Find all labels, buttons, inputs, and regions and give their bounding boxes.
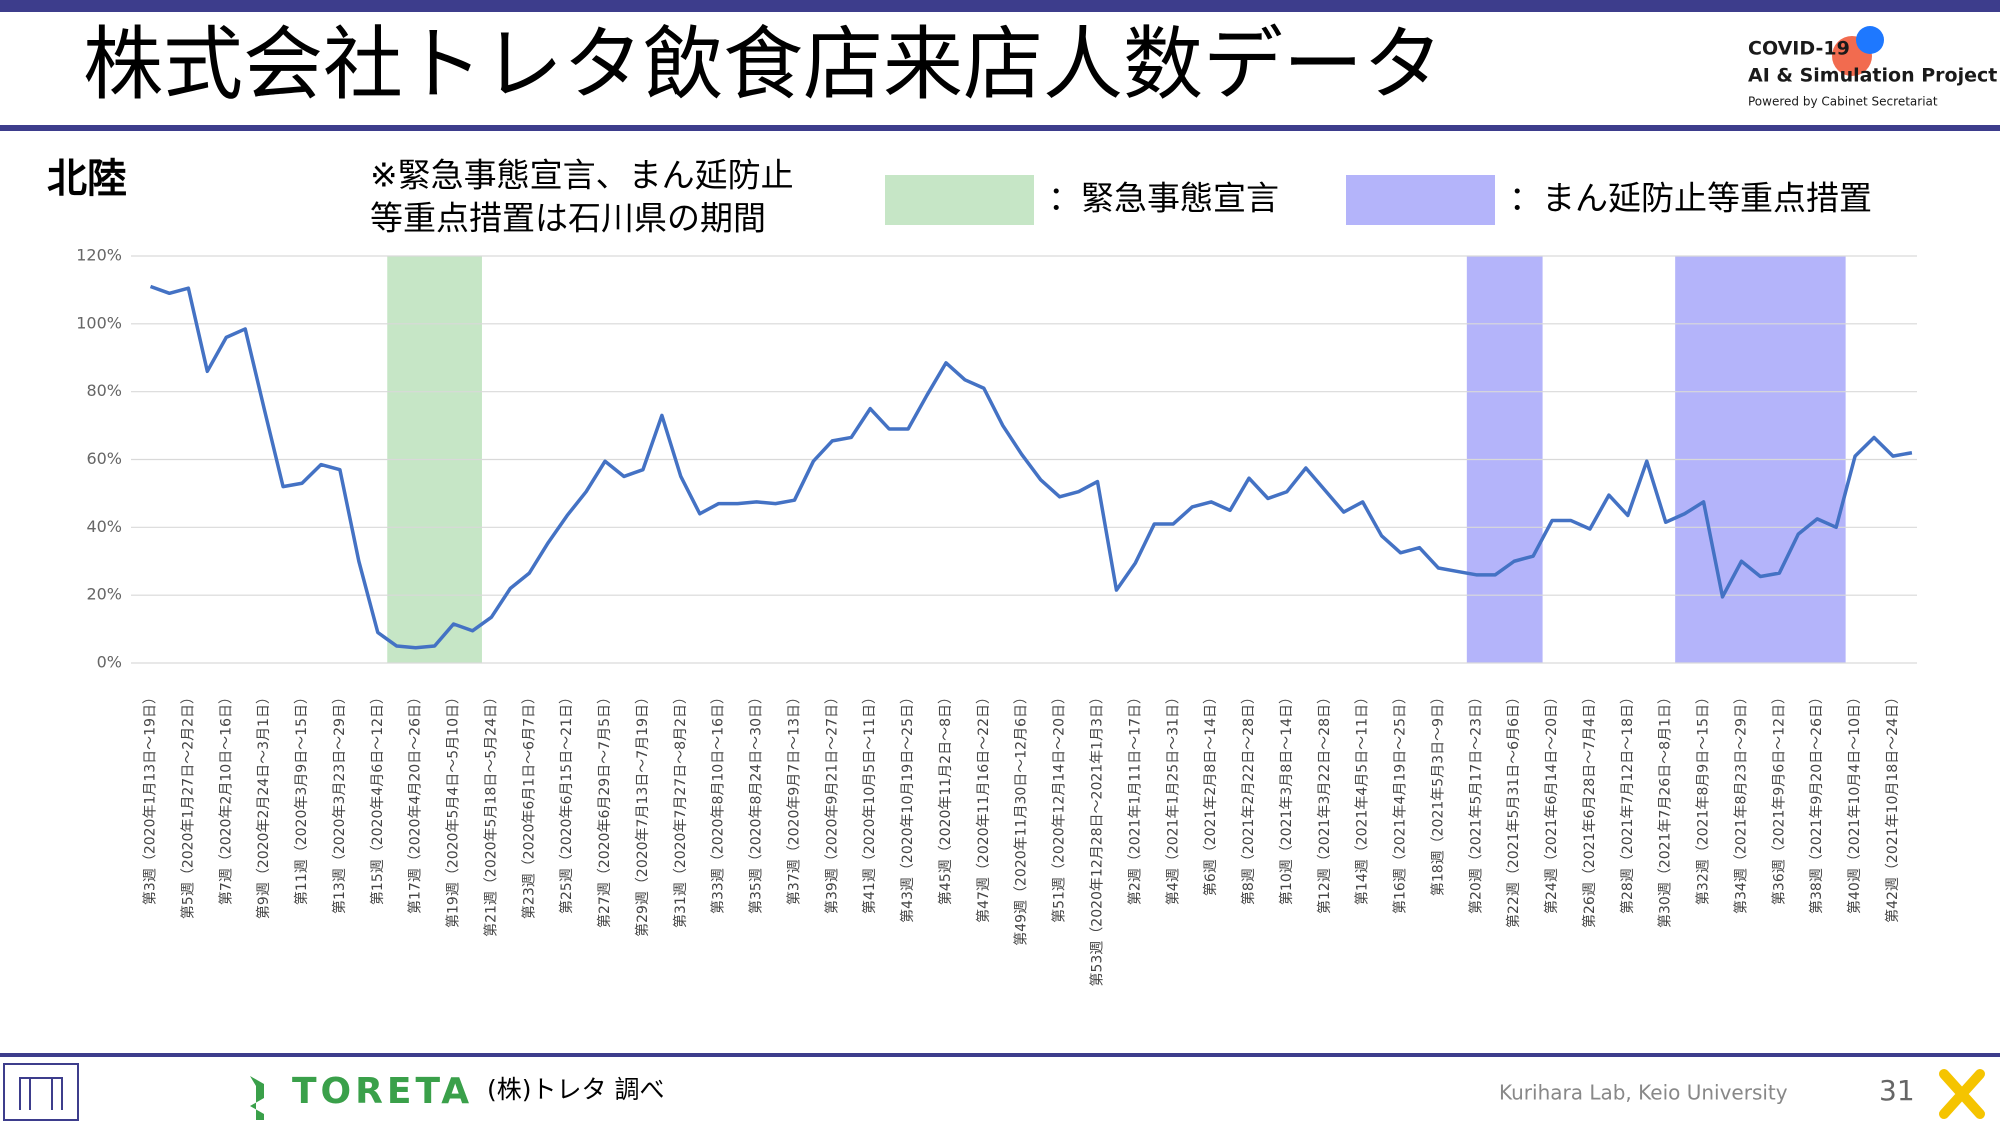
x-tick-label: 第5週（2020年1月27日～2月2日） bbox=[179, 690, 196, 919]
y-tick-label: 80% bbox=[86, 381, 122, 400]
x-tick-label: 第36週（2021年9月6日～12日） bbox=[1770, 690, 1787, 905]
x-tick-label: 第6週（2021年2月8日～14日） bbox=[1202, 690, 1219, 896]
x-tick-label: 第2週（2021年1月11日～17日） bbox=[1126, 690, 1143, 905]
x-tick-label: 第13週（2020年3月23日～29日） bbox=[331, 690, 348, 914]
logo-subtext: Powered by Cabinet Secretariat bbox=[1748, 95, 1938, 109]
lab-logo-mark bbox=[19, 1077, 63, 1110]
footer-rule bbox=[0, 1053, 2000, 1057]
data-line bbox=[149, 284, 1913, 650]
x-tick-label: 第11週（2020年3月9日～15日） bbox=[293, 690, 310, 905]
x-tick-label: 第38週（2021年9月20日～26日） bbox=[1808, 690, 1825, 914]
x-tick-label: 第33週（2020年8月10日～16日） bbox=[710, 690, 727, 914]
note: 等重点措置は石川県の期間 bbox=[370, 199, 766, 238]
legend-swatch bbox=[885, 175, 1034, 225]
brand-name: TORETA bbox=[292, 1071, 473, 1112]
x-tick-label: 第16週（2021年4月19日～25日） bbox=[1392, 690, 1409, 914]
x-tick-label: 第20週（2021年5月17日～23日） bbox=[1467, 690, 1484, 914]
logo-dot bbox=[1856, 26, 1884, 54]
lab-logo bbox=[3, 1063, 79, 1121]
legend-label: ：まん延防止等重点措置 bbox=[1509, 179, 1872, 218]
y-tick-label: 100% bbox=[76, 313, 122, 332]
x-tick-label: 第15週（2020年4月6日～12日） bbox=[369, 690, 386, 905]
x-tick-label: 第19週（2020年5月4日～5月10日） bbox=[445, 690, 462, 928]
x-tick-label: 第39週（2020年9月21日～27日） bbox=[823, 690, 840, 914]
legend-swatch bbox=[1346, 175, 1495, 225]
x-tick-label: 第37週（2020年9月7日～13日） bbox=[785, 690, 802, 905]
x-tick-label: 第17週（2020年4月20日～26日） bbox=[407, 690, 424, 914]
x-tick-label: 第14週（2021年4月5日～11日） bbox=[1354, 690, 1371, 905]
source: (株)トレタ 調べ bbox=[487, 1075, 664, 1104]
x-tick-label: 第26週（2021年6月28日～7月4日） bbox=[1581, 690, 1598, 928]
x-tick-label: 第31週（2020年7月27日～8月2日） bbox=[672, 690, 689, 928]
x-tick-label: 第42週（2021年10月18日～24日） bbox=[1884, 690, 1901, 923]
x-tick-label: 第32週（2021年8月9日～15日） bbox=[1695, 690, 1712, 905]
x-tick-label: 第34週（2021年8月23日～29日） bbox=[1732, 690, 1749, 914]
x-tick-label: 第53週（2020年12月28日～2021年1月3日） bbox=[1089, 690, 1106, 987]
x-tick-label: 第47週（2020年11月16日～22日） bbox=[975, 690, 992, 923]
x-tick-label: 第4週（2021年1月25日～31日） bbox=[1164, 690, 1181, 905]
x-tick-label: 第9週（2020年2月24日～3月1日） bbox=[255, 690, 272, 919]
x-tick-label: 第7週（2020年2月10日～16日） bbox=[217, 690, 234, 905]
x-tick-label: 第27週（2020年6月29日～7月5日） bbox=[596, 690, 613, 928]
page-number: 31 bbox=[1879, 1074, 1915, 1107]
note: ※緊急事態宣言、まん延防止 bbox=[370, 156, 794, 195]
x-tick-label: 第24週（2021年6月14日～20日） bbox=[1543, 690, 1560, 914]
y-tick-label: 0% bbox=[97, 653, 122, 672]
x-tick-label: 第22週（2021年5月31日～6月6日） bbox=[1505, 690, 1522, 928]
x-tick-label: 第28週（2021年7月12日～18日） bbox=[1619, 690, 1636, 914]
legend-label: ：緊急事態宣言 bbox=[1048, 179, 1279, 218]
x-tick-label: 第35週（2020年8月24日～30日） bbox=[748, 690, 765, 914]
x-tick-label: 第41週（2020年10月5日～11日） bbox=[861, 690, 878, 914]
x-tick-label: 第25週（2020年6月15日～21日） bbox=[558, 690, 575, 914]
x-tick-label: 第12週（2021年3月22日～28日） bbox=[1316, 690, 1333, 914]
y-tick-label: 60% bbox=[86, 449, 122, 468]
x-tick-label: 第23週（2020年6月1日～6月7日） bbox=[520, 690, 537, 919]
x-tick-label: 第21週（2020年5月18日～5月24日） bbox=[482, 690, 499, 937]
logo-text: COVID-19 bbox=[1748, 38, 1850, 60]
corner-logo bbox=[1939, 1069, 1985, 1119]
x-tick-label: 第10週（2021年3月8日～14日） bbox=[1278, 690, 1295, 905]
title-rule bbox=[0, 125, 2000, 131]
x-tick-label: 第29週（2020年7月13日～7月19日） bbox=[634, 690, 651, 937]
x-tick-label: 第45週（2020年11月2日～8日） bbox=[937, 690, 954, 905]
x-tick-label: 第43週（2020年10月19日～25日） bbox=[899, 690, 916, 923]
y-tick-label: 120% bbox=[76, 246, 122, 265]
x-tick-label: 第49週（2020年11月30日～12月6日） bbox=[1013, 690, 1030, 946]
x-tick-label: 第30週（2021年7月26日～8月1日） bbox=[1657, 690, 1674, 928]
y-tick-label: 20% bbox=[86, 585, 122, 604]
brand-logo bbox=[250, 1076, 264, 1120]
x-tick-label: 第3週（2020年1月13日～19日） bbox=[142, 690, 159, 905]
top-bar bbox=[0, 0, 2000, 12]
x-tick-label: 第40週（2021年10月4日～10日） bbox=[1846, 690, 1863, 914]
slide-title: 株式会社トレタ飲食店来店人数データ bbox=[83, 18, 1443, 111]
x-tick-label: 第18週（2021年5月3日～9日） bbox=[1429, 690, 1446, 896]
region-label: 北陸 bbox=[47, 156, 127, 202]
credit: Kurihara Lab, Keio University bbox=[1499, 1081, 1788, 1105]
x-tick-label: 第8週（2021年2月22日～28日） bbox=[1240, 690, 1257, 905]
logo-text: AI & Simulation Project bbox=[1748, 65, 1997, 87]
x-tick-label: 第51週（2020年12月14日～20日） bbox=[1051, 690, 1068, 923]
y-tick-label: 40% bbox=[86, 517, 122, 536]
